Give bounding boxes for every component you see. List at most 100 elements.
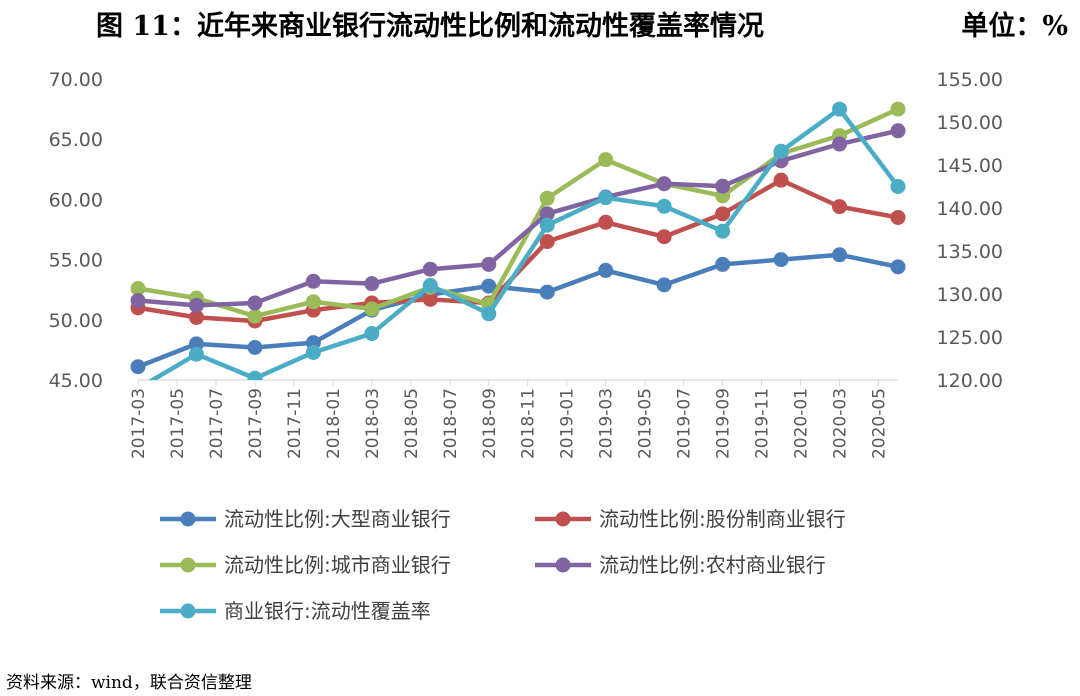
data-point <box>422 291 438 307</box>
data-point <box>715 223 731 239</box>
data-point <box>364 326 380 342</box>
data-point <box>890 123 906 139</box>
series-group <box>148 101 906 380</box>
data-point <box>422 261 438 277</box>
x-tick-label: 2020-05 <box>870 388 890 459</box>
data-point <box>364 301 380 317</box>
data-point <box>364 276 380 292</box>
data-point <box>832 136 848 152</box>
y-left-tick-label: 65.00 <box>49 129 103 151</box>
data-point <box>130 359 146 375</box>
series-line <box>135 252 901 370</box>
x-tick-label: 2019-05 <box>636 388 656 459</box>
x-tick-label: 2019-11 <box>753 388 773 459</box>
data-point <box>598 152 614 168</box>
legend-label: 商业银行:流动性覆盖率 <box>224 599 431 623</box>
data-point <box>539 284 555 300</box>
data-point <box>832 247 848 263</box>
x-tick-label: 2017-11 <box>285 388 305 459</box>
data-point <box>188 346 204 362</box>
data-point <box>539 234 555 250</box>
data-point <box>539 206 555 222</box>
data-point <box>656 277 672 293</box>
y-right-tick-label: 155.00 <box>937 69 1003 91</box>
unit-label: 单位：% <box>961 10 1068 42</box>
source-note: 资料来源：wind，联合资信整理 <box>6 673 252 693</box>
data-point <box>305 294 321 310</box>
data-point <box>890 101 906 117</box>
data-point <box>832 101 848 117</box>
y-left-tick-label: 70.00 <box>49 69 103 91</box>
x-tick-label: 2019-09 <box>714 388 734 459</box>
data-point <box>130 293 146 309</box>
data-point <box>247 308 263 324</box>
data-point <box>715 256 731 272</box>
y-right-tick-label: 145.00 <box>937 155 1003 177</box>
chart-title: 图 11：近年来商业银行流动性比例和流动性覆盖率情况 <box>96 10 764 42</box>
data-point <box>247 370 263 380</box>
data-point <box>481 256 497 272</box>
x-tick-label: 2017-03 <box>129 388 149 459</box>
data-point <box>656 198 672 214</box>
data-point <box>715 178 731 194</box>
data-point <box>305 273 321 289</box>
x-tick-label: 2018-11 <box>519 388 539 459</box>
data-point <box>656 229 672 245</box>
data-point <box>188 309 204 325</box>
legend-label: 流动性比例:城市商业银行 <box>224 553 451 577</box>
x-tick-label: 2018-05 <box>402 388 422 459</box>
data-point <box>188 297 204 313</box>
y-left-tick-label: 60.00 <box>49 189 103 211</box>
data-point <box>539 217 555 233</box>
y-right-tick-label: 120.00 <box>937 370 1003 392</box>
x-tick-label: 2017-05 <box>168 388 188 459</box>
legend-label: 流动性比例:股份制商业银行 <box>599 507 846 531</box>
data-point <box>188 336 204 352</box>
data-point <box>773 172 789 188</box>
y-left-tick-label: 45.00 <box>49 370 103 392</box>
data-point <box>598 262 614 278</box>
data-point <box>656 176 672 192</box>
legend-label: 流动性比例:大型商业银行 <box>224 507 451 531</box>
legend-swatch-marker <box>180 557 196 573</box>
x-tick-label: 2018-09 <box>480 388 500 459</box>
y-left-tick-label: 55.00 <box>49 250 103 272</box>
data-point <box>715 206 731 222</box>
x-tick-label: 2018-07 <box>441 388 461 459</box>
x-tick-label: 2020-03 <box>831 388 851 459</box>
y-right-tick-label: 130.00 <box>937 284 1003 306</box>
y-right-tick-label: 150.00 <box>937 112 1003 134</box>
data-point <box>598 190 614 206</box>
data-point <box>890 259 906 275</box>
plot-area: 2017-03 2017-05 2017-07 2017-09 2017-11 2018-… <box>49 69 1003 459</box>
y-right-tick-label: 140.00 <box>937 198 1003 220</box>
x-tick-label: 2019-07 <box>675 388 695 459</box>
legend-swatch-marker <box>180 603 196 619</box>
data-point <box>890 209 906 225</box>
x-tick-label: 2018-03 <box>363 388 383 459</box>
data-point <box>773 252 789 268</box>
series-line <box>135 106 901 319</box>
x-tick-label: 2020-01 <box>792 388 812 459</box>
data-point <box>598 214 614 230</box>
data-point <box>890 179 906 194</box>
legend-swatch-marker <box>555 557 571 573</box>
legend-swatch-marker <box>555 511 571 527</box>
x-tick-label: 2019-03 <box>597 388 617 459</box>
x-tick-label: 2019-01 <box>558 388 578 459</box>
data-point <box>481 306 497 322</box>
y-right-tick-label: 135.00 <box>937 241 1003 263</box>
x-tick-label: 2017-07 <box>207 388 227 459</box>
y-right-tick-label: 125.00 <box>937 327 1003 349</box>
data-point <box>247 339 263 355</box>
data-point <box>305 344 321 360</box>
data-point <box>247 295 263 311</box>
legend-swatch-marker <box>180 511 196 527</box>
legend-label: 流动性比例:农村商业银行 <box>599 553 826 577</box>
data-point <box>773 143 789 159</box>
y-left-tick-label: 50.00 <box>49 310 103 332</box>
data-point <box>832 199 848 215</box>
series-line <box>148 106 901 380</box>
